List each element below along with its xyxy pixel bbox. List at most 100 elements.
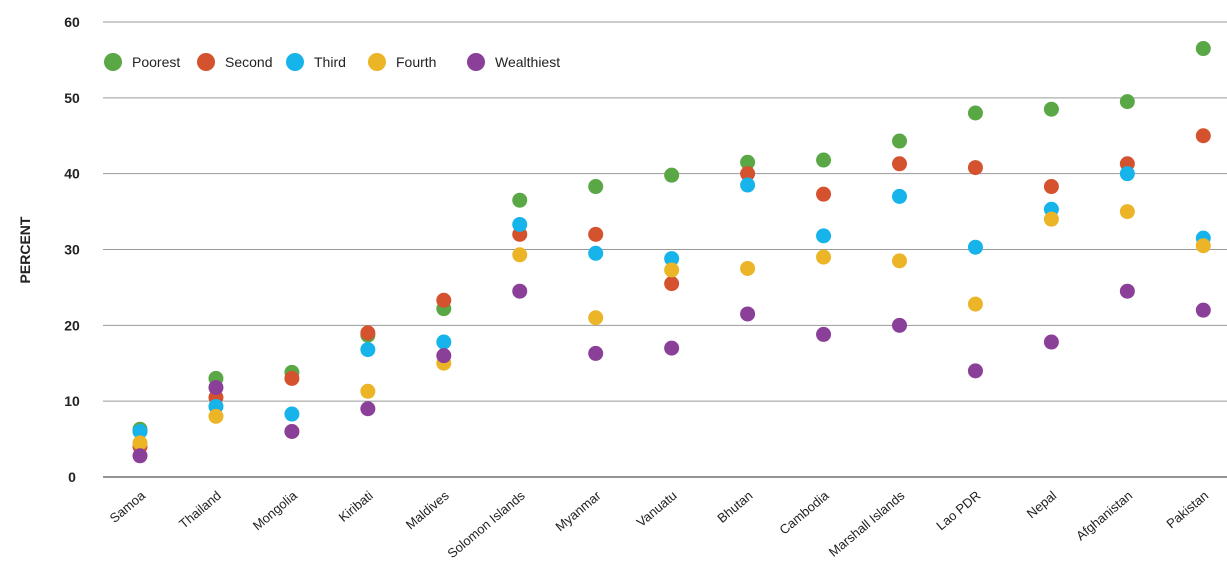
point-fourth-lao-pdr: [967, 296, 983, 312]
point-wealthiest-lao-pdr: [967, 363, 983, 379]
legend: Poorest Second Third Fourth Wealthiest: [104, 53, 560, 71]
point-fourth-cambodia: [816, 249, 832, 265]
x-tick-label: Nepal: [1024, 488, 1060, 521]
point-wealthiest-pakistan: [1195, 302, 1211, 318]
legend-marker-wealthiest: [467, 53, 485, 71]
point-third-bhutan: [740, 177, 756, 193]
data-points: [132, 41, 1211, 464]
legend-marker-poorest: [104, 53, 122, 71]
legend-marker-second: [197, 53, 215, 71]
point-wealthiest-mongolia: [284, 424, 300, 439]
legend-marker-fourth: [368, 53, 386, 71]
x-tick-label: Bhutan: [714, 488, 755, 526]
point-fourth-samoa: [132, 435, 148, 451]
point-third-marshall-islands: [892, 188, 907, 204]
legend-marker-third: [286, 53, 304, 71]
point-wealthiest-maldives: [436, 348, 452, 364]
point-wealthiest-thailand: [208, 380, 224, 396]
point-poorest-vanuatu: [664, 167, 680, 183]
point-third-vanuatu: [664, 251, 680, 267]
point-third-solomon-islands: [512, 216, 528, 232]
point-third-samoa: [132, 424, 148, 439]
y-tick-label: 10: [64, 393, 80, 409]
point-wealthiest-marshall-islands: [892, 317, 907, 333]
x-tick-label: Vanuatu: [634, 488, 680, 530]
point-second-vanuatu: [664, 276, 680, 292]
point-wealthiest-bhutan: [740, 306, 756, 322]
point-third-myanmar: [588, 245, 604, 261]
x-axis-ticks: Samoa Thailand Mongolia Kiribati MaldivesSol…: [107, 487, 1212, 561]
point-poorest-cambodia: [816, 152, 832, 168]
point-fourth-thailand: [208, 408, 224, 424]
x-tick-label: Samoa: [107, 487, 149, 525]
y-axis-label: PERCENT: [17, 216, 33, 283]
point-second-nepal: [1043, 179, 1059, 195]
y-tick-label: 0: [68, 469, 76, 485]
y-tick-label: 60: [64, 14, 80, 30]
y-tick-label: 50: [64, 90, 80, 106]
point-wealthiest-samoa: [132, 448, 148, 464]
x-tick-label: Cambodia: [776, 487, 832, 537]
point-fourth-nepal: [1043, 211, 1059, 227]
point-third-afghanistan: [1119, 166, 1135, 182]
point-wealthiest-solomon-islands: [512, 283, 528, 299]
point-fourth-afghanistan: [1119, 204, 1135, 220]
x-tick-label: Myanmar: [552, 487, 604, 534]
point-poorest-afghanistan: [1119, 94, 1135, 110]
point-third-kiribati: [360, 342, 376, 358]
legend-label-fourth: Fourth: [396, 54, 436, 70]
point-third-cambodia: [816, 228, 832, 244]
point-fourth-myanmar: [588, 310, 604, 326]
point-poorest-nepal: [1043, 101, 1059, 117]
legend-label-second: Second: [225, 54, 272, 70]
point-fourth-vanuatu: [664, 262, 680, 278]
legend-label-wealthiest: Wealthiest: [495, 54, 560, 70]
y-tick-label: 20: [64, 317, 80, 333]
y-tick-label: 40: [64, 166, 80, 182]
point-fourth-marshall-islands: [892, 253, 907, 269]
point-third-mongolia: [284, 406, 300, 422]
y-tick-label: 30: [64, 242, 80, 258]
point-third-maldives: [436, 334, 452, 350]
x-tick-label: Kiribati: [336, 488, 376, 525]
point-poorest-myanmar: [588, 179, 604, 195]
point-second-kiribati: [360, 325, 376, 341]
point-poorest-bhutan: [740, 154, 756, 170]
point-wealthiest-vanuatu: [664, 340, 680, 356]
point-poorest-lao-pdr: [967, 105, 983, 121]
point-third-lao-pdr: [967, 239, 983, 255]
point-poorest-solomon-islands: [512, 192, 528, 208]
x-tick-label: Lao PDR: [933, 488, 983, 533]
point-wealthiest-afghanistan: [1119, 283, 1135, 299]
point-poorest-marshall-islands: [892, 133, 907, 149]
legend-label-poorest: Poorest: [132, 54, 180, 70]
legend-label-third: Third: [314, 54, 346, 70]
y-axis-ticks: 0 10 20 30 40 50 60: [64, 14, 80, 485]
x-tick-label: Maldives: [403, 487, 452, 532]
point-fourth-solomon-islands: [512, 247, 528, 263]
point-second-bhutan: [740, 166, 756, 182]
gridlines: [103, 21, 1227, 478]
point-second-cambodia: [816, 186, 832, 202]
x-tick-label: Thailand: [176, 488, 224, 532]
point-second-lao-pdr: [967, 160, 983, 176]
x-tick-label: Marshall Islands: [826, 487, 908, 559]
point-fourth-kiribati: [360, 383, 376, 399]
point-poorest-pakistan: [1195, 41, 1211, 57]
point-wealthiest-cambodia: [816, 326, 832, 342]
point-wealthiest-myanmar: [588, 345, 604, 361]
point-fourth-pakistan: [1195, 238, 1211, 254]
point-wealthiest-kiribati: [360, 401, 376, 417]
point-second-pakistan: [1195, 128, 1211, 144]
point-wealthiest-nepal: [1043, 334, 1059, 350]
point-second-maldives: [436, 292, 452, 308]
point-fourth-bhutan: [740, 260, 756, 276]
x-tick-label: Solomon Islands: [444, 487, 528, 561]
point-second-marshall-islands: [892, 156, 907, 172]
x-tick-label: Afghanistan: [1073, 488, 1135, 544]
x-tick-label: Mongolia: [250, 487, 301, 533]
x-tick-label: Pakistan: [1163, 488, 1211, 532]
point-second-myanmar: [588, 226, 604, 242]
